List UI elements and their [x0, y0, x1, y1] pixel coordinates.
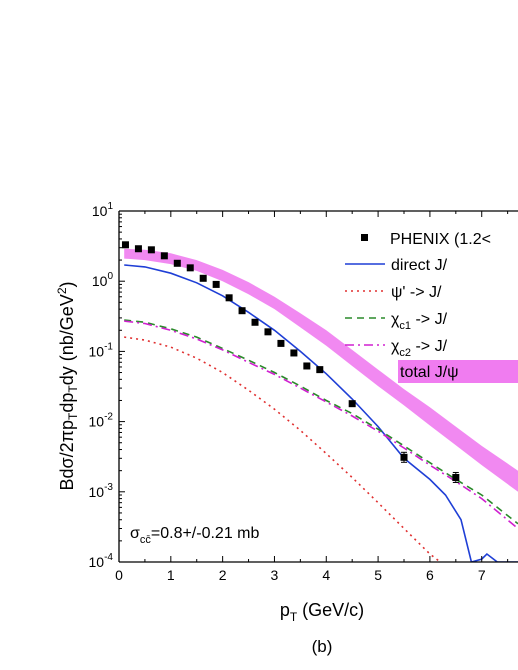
y-axis-title: Bdσ/2πpTdpTdy (nb/GeV2) — [55, 281, 80, 490]
data-point — [348, 400, 356, 408]
y-tick-label: 100 — [92, 271, 114, 289]
data-point — [400, 453, 408, 461]
annotation-sigma: σcc̄=0.8+/-0.21 mb — [130, 525, 259, 546]
data-point — [452, 473, 460, 481]
data-point — [238, 307, 246, 315]
y-tick-label: 101 — [92, 201, 114, 219]
data-point — [160, 252, 168, 260]
legend-swatch-total — [398, 360, 518, 383]
chart-caption: (b) — [312, 637, 333, 656]
legend-label-psiprime: ψ' -> J/ — [391, 284, 442, 301]
x-tick-label: 1 — [167, 567, 175, 583]
y-tick-label: 10-4 — [89, 552, 114, 570]
series-line-direct — [124, 264, 518, 562]
data-point — [173, 259, 181, 267]
data-point — [121, 241, 129, 249]
x-tick-label: 6 — [426, 567, 434, 583]
data-point — [212, 280, 220, 288]
data-point — [290, 349, 298, 357]
data-point — [303, 362, 311, 370]
data-point — [277, 339, 285, 347]
x-tick-label: 4 — [322, 567, 330, 583]
x-tick-label: 5 — [374, 567, 382, 583]
legend-label-chic2: χc2 -> J/ — [391, 338, 448, 359]
legend-label-total: total J/ψ — [400, 364, 459, 381]
data-point — [186, 264, 194, 272]
y-tick-label: 10-1 — [89, 341, 114, 359]
legend-swatch-phenix — [361, 234, 368, 241]
x-tick-label: 7 — [478, 567, 486, 583]
x-tick-label: 0 — [115, 567, 123, 583]
data-point — [264, 328, 272, 336]
x-axis-title: pT (GeV/c) — [280, 600, 364, 624]
legend-label-direct: direct J/ — [391, 257, 448, 274]
y-tick-label: 10-3 — [89, 482, 114, 500]
data-point — [225, 294, 233, 302]
x-tick-label: 3 — [271, 567, 279, 583]
legend-label-chic1: χc1 -> J/ — [391, 311, 448, 332]
data-point — [134, 245, 142, 253]
data-point — [251, 318, 259, 326]
data-point — [199, 274, 207, 282]
data-point — [147, 246, 155, 254]
y-tick-label: 10-2 — [89, 412, 114, 430]
x-tick-label: 2 — [219, 567, 227, 583]
data-point — [316, 366, 324, 374]
series-line-chic1 — [124, 319, 518, 525]
legend-label-phenix: PHENIX (1.2< — [390, 231, 491, 248]
series-line-chic2 — [124, 320, 518, 530]
